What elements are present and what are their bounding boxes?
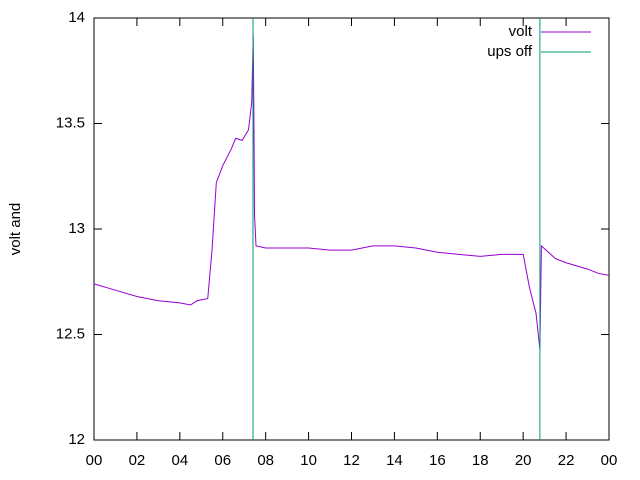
x-tick-label: 02 xyxy=(129,452,146,469)
series-line xyxy=(252,18,541,440)
y-tick-label: 13.5 xyxy=(56,114,85,131)
x-tick-label: 06 xyxy=(214,452,231,469)
y-tick-label: 14 xyxy=(68,9,85,26)
series-line xyxy=(93,34,610,350)
x-tick-label: 20 xyxy=(515,452,532,469)
x-tick-label: 08 xyxy=(257,452,274,469)
x-tick-label: 16 xyxy=(429,452,446,469)
x-tick-label: 00 xyxy=(86,452,103,469)
plot-border xyxy=(93,17,610,441)
x-tick-label: 04 xyxy=(171,452,188,469)
x-tick-label: 14 xyxy=(386,452,403,469)
y-tick-label: 12 xyxy=(68,431,85,448)
y-axis-label: volt and xyxy=(7,203,24,256)
legend-label: volt xyxy=(509,23,533,40)
x-tick-label: 12 xyxy=(343,452,360,469)
x-tick-label: 00 xyxy=(601,452,618,469)
x-tick-label: 22 xyxy=(558,452,575,469)
x-tick-label: 18 xyxy=(472,452,489,469)
legend-label: ups off xyxy=(487,43,533,60)
y-tick-label: 12.5 xyxy=(56,325,85,342)
x-tick-label: 10 xyxy=(300,452,317,469)
y-tick-label: 13 xyxy=(68,220,85,237)
